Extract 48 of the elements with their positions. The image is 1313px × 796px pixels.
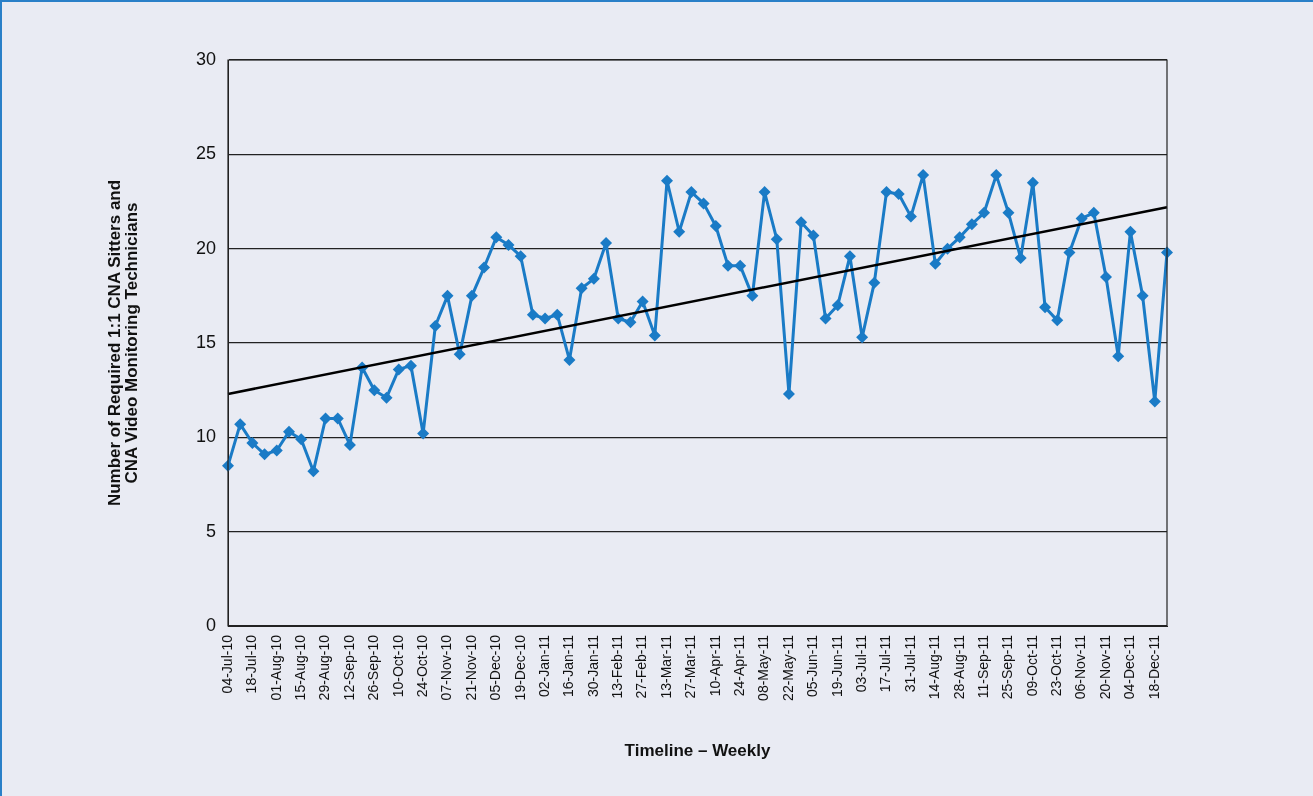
y-tick-label: 0 — [205, 614, 216, 635]
x-tick-label: 05-Jun-11 — [804, 634, 821, 698]
x-tick-label: 19-Dec-10 — [511, 634, 528, 701]
x-tick-label: 04-Dec-11 — [1121, 634, 1138, 700]
x-tick-label: 21-Nov-10 — [462, 634, 479, 701]
x-tick-label: 17-Jul-11 — [877, 634, 894, 693]
y-tick-label: 30 — [195, 48, 216, 69]
x-tick-label: 30-Jan-11 — [584, 634, 601, 698]
x-tick-label: 23-Oct-11 — [1048, 634, 1065, 697]
x-tick-label: 10-Oct-10 — [389, 634, 406, 698]
x-tick-label: 19-Jun-11 — [828, 634, 845, 698]
y-tick-label: 10 — [195, 426, 216, 447]
x-tick-label: 06-Nov-11 — [1072, 634, 1089, 700]
x-tick-label: 10-Apr-11 — [706, 634, 723, 697]
x-tick-label: 01-Aug-10 — [267, 634, 284, 701]
y-axis-title: Number of Required 1:1 CNA Sitters and CNA Video Monitoring Technicians — [104, 179, 142, 507]
x-tick-label: 14-Aug-11 — [926, 634, 943, 700]
x-tick-label: 31-Jul-11 — [901, 634, 918, 693]
x-tick-label: 15-Aug-10 — [292, 634, 309, 701]
x-tick-label: 04-Jul-10 — [218, 634, 235, 694]
x-tick-label: 13-Mar-11 — [657, 634, 674, 699]
x-tick-label: 29-Aug-10 — [316, 634, 333, 701]
x-tick-label: 08-May-11 — [755, 634, 772, 701]
x-tick-label: 24-Apr-11 — [731, 634, 748, 697]
y-tick-label: 5 — [205, 520, 216, 541]
y-tick-label: 20 — [195, 237, 216, 258]
x-tick-label: 11-Sep-11 — [974, 634, 991, 699]
x-tick-label: 13-Feb-11 — [609, 634, 626, 699]
x-tick-label: 26-Sep-10 — [365, 634, 382, 701]
x-tick-label: 28-Aug-11 — [950, 634, 967, 700]
y-tick-label: 15 — [195, 331, 216, 352]
x-tick-label: 18-Dec-11 — [1145, 634, 1162, 700]
y-tick-label: 25 — [195, 143, 216, 164]
x-tick-label: 20-Nov-11 — [1096, 634, 1113, 700]
x-tick-label: 09-Oct-11 — [1023, 634, 1040, 697]
x-tick-label: 22-May-11 — [779, 634, 796, 701]
x-tick-label: 05-Dec-10 — [487, 634, 504, 701]
x-tick-label: 24-Oct-10 — [413, 634, 430, 698]
x-tick-label: 16-Jan-11 — [560, 634, 577, 698]
x-tick-label: 18-Jul-10 — [243, 634, 260, 694]
x-tick-label: 03-Jul-11 — [852, 634, 869, 693]
x-axis-title: Timeline – Weekly — [624, 741, 771, 761]
x-tick-label: 27-Feb-11 — [633, 634, 650, 699]
x-tick-label: 07-Nov-10 — [438, 634, 455, 701]
x-tick-label: 02-Jan-11 — [535, 634, 552, 698]
x-tick-label: 27-Mar-11 — [682, 634, 699, 699]
x-tick-label: 25-Sep-11 — [999, 634, 1016, 700]
x-tick-label: 12-Sep-10 — [340, 634, 357, 701]
